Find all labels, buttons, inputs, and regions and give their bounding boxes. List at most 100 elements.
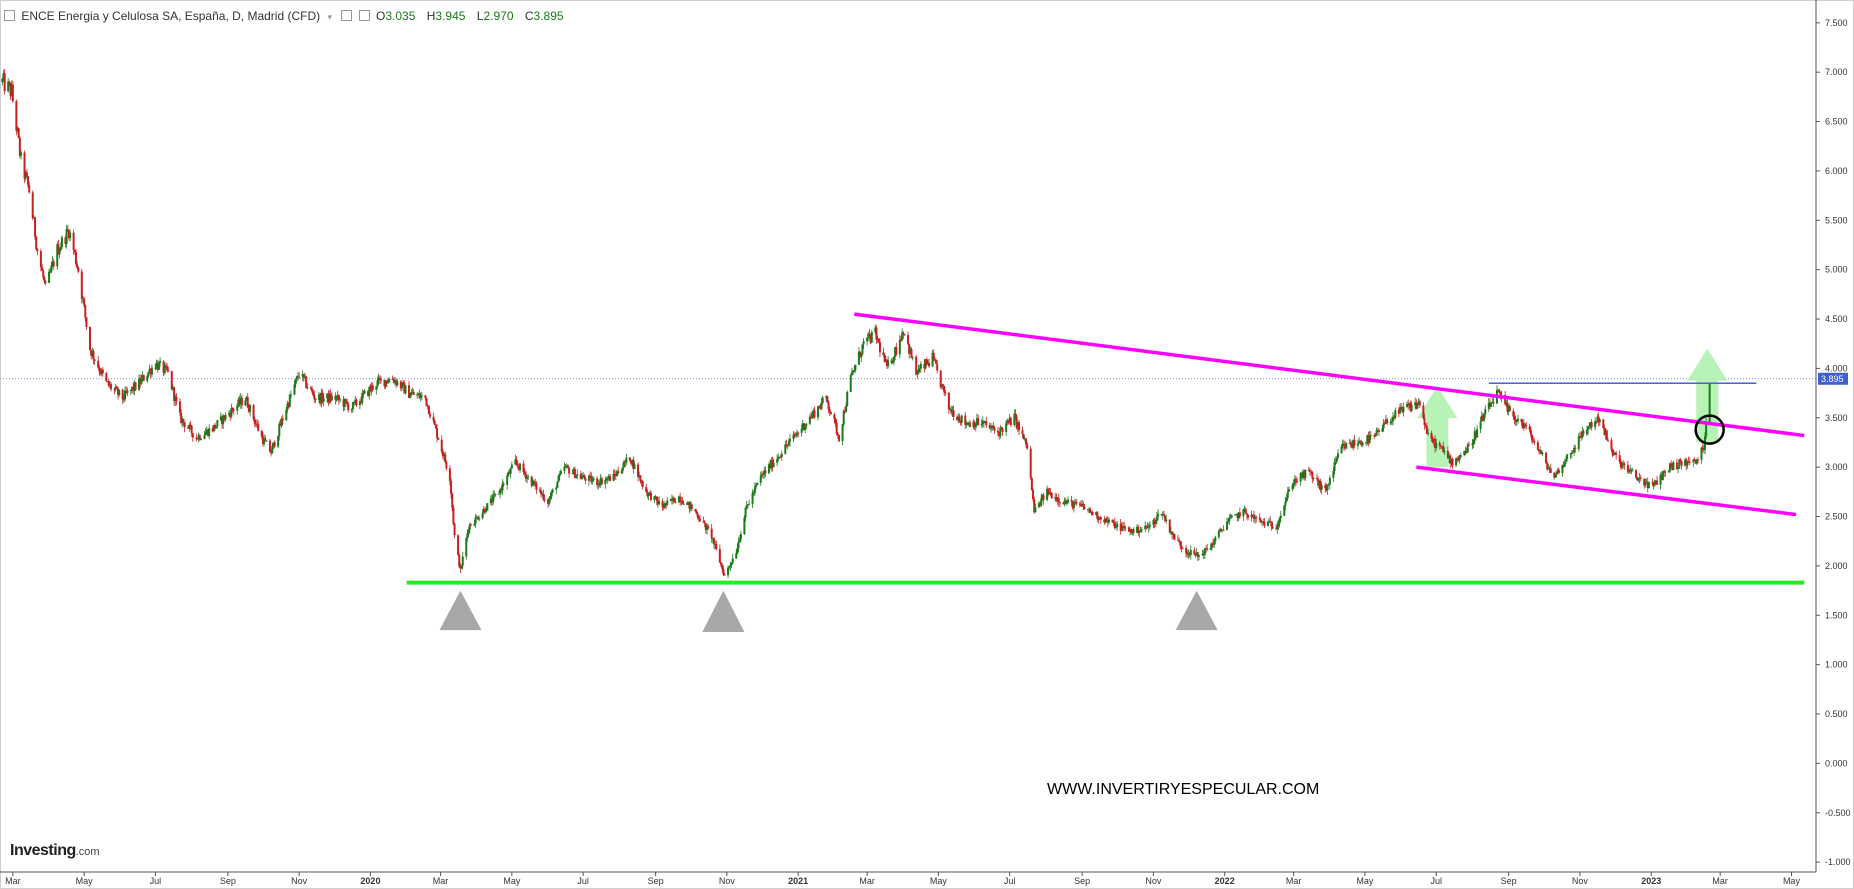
candle-body — [818, 406, 821, 408]
candle-body — [573, 469, 576, 478]
candle-body — [425, 397, 428, 406]
breakout-circle — [1694, 414, 1725, 445]
candle-body — [457, 535, 460, 555]
candle-body — [1409, 403, 1412, 411]
candle-body — [9, 83, 12, 97]
candle-body — [115, 386, 118, 389]
candle-body — [1054, 497, 1057, 499]
candle-body — [321, 392, 324, 402]
candle-body — [1178, 540, 1181, 542]
candle-body — [239, 397, 242, 405]
candle-body — [162, 361, 165, 373]
candle-body — [92, 351, 95, 360]
candle-body — [1571, 451, 1574, 453]
candle-body — [977, 418, 980, 425]
candle-body — [883, 355, 886, 363]
candle-body — [1103, 519, 1106, 523]
candle-body — [776, 459, 779, 463]
candle-body — [630, 461, 633, 464]
candle-body — [1006, 420, 1009, 424]
candle-body — [933, 359, 936, 361]
candle-body — [337, 395, 340, 400]
candle-body — [533, 480, 536, 484]
candle-body — [17, 128, 20, 138]
candle-body — [1185, 548, 1188, 554]
candle-body — [1259, 519, 1262, 522]
candle-body — [1328, 477, 1331, 485]
candle-body — [1268, 520, 1271, 522]
open-value: O3.035 — [376, 9, 416, 23]
candle-body — [134, 382, 137, 390]
candle-body — [519, 463, 522, 470]
candle-body — [1365, 442, 1368, 444]
candle-body — [694, 509, 697, 512]
candle-body — [1320, 485, 1323, 490]
candle-body — [277, 436, 280, 447]
candle-body — [1393, 416, 1396, 419]
candle-body — [735, 553, 738, 559]
candle-body — [646, 492, 649, 496]
candle-body — [344, 399, 347, 402]
candle-body — [247, 407, 250, 412]
candle-body — [1040, 498, 1043, 506]
y-tick-label: 7.000 — [1825, 67, 1848, 77]
candle-body — [1554, 474, 1557, 478]
candle-body — [264, 438, 267, 441]
candle-body — [508, 472, 511, 474]
candle-body — [1459, 455, 1462, 458]
candle-body — [551, 489, 554, 492]
candle-body — [1311, 472, 1314, 479]
candle-body — [1089, 508, 1092, 513]
candle-body — [1577, 436, 1580, 450]
candle-body — [801, 423, 804, 429]
chevron-down-icon[interactable]: ▾ — [327, 12, 332, 22]
candle-body — [114, 386, 117, 390]
candle-body — [328, 393, 331, 403]
candle-body — [1307, 469, 1310, 471]
candle-body — [654, 496, 657, 498]
candle-body — [1701, 447, 1704, 449]
candle-body — [919, 363, 922, 369]
candle-body — [173, 387, 176, 402]
candle-body — [576, 474, 579, 476]
candle-body — [960, 415, 963, 423]
candle-body — [1390, 421, 1393, 423]
candle-body — [1466, 444, 1469, 453]
candle-body — [637, 464, 640, 477]
candle-body — [305, 376, 308, 388]
candle-body — [813, 410, 816, 418]
candle-body — [443, 454, 446, 457]
candle-body — [670, 499, 673, 501]
candle-body — [1095, 512, 1098, 516]
candle-body — [1005, 423, 1008, 432]
candle-body — [32, 217, 35, 219]
investing-logo[interactable]: Investing.com — [10, 842, 100, 859]
candle-body — [1407, 404, 1410, 406]
candle-body — [261, 436, 264, 444]
candle-body — [404, 385, 407, 394]
candle-body — [867, 333, 870, 338]
candle-body — [1626, 465, 1629, 472]
collapse-icon[interactable] — [4, 10, 15, 21]
candle-body — [1639, 477, 1642, 479]
candle-body — [318, 394, 321, 400]
candle-body — [1278, 518, 1281, 524]
candle-body — [901, 332, 904, 341]
candle-body — [238, 399, 241, 405]
candle-body — [802, 423, 805, 430]
candle-body — [1368, 435, 1371, 444]
close-icon[interactable] — [358, 10, 370, 21]
candle-body — [1007, 420, 1010, 423]
candle-body — [1456, 458, 1459, 460]
candle-body — [690, 504, 693, 510]
settings-icon[interactable] — [341, 10, 353, 21]
candle-body — [575, 475, 578, 478]
candle-body — [957, 416, 960, 421]
candle-body — [409, 395, 412, 399]
last-price-label: 3.895 — [1821, 374, 1844, 384]
x-tick-label: Mar — [5, 876, 21, 886]
candle-body — [1389, 421, 1392, 424]
candle-body — [1471, 443, 1474, 445]
candle-body — [402, 382, 405, 384]
